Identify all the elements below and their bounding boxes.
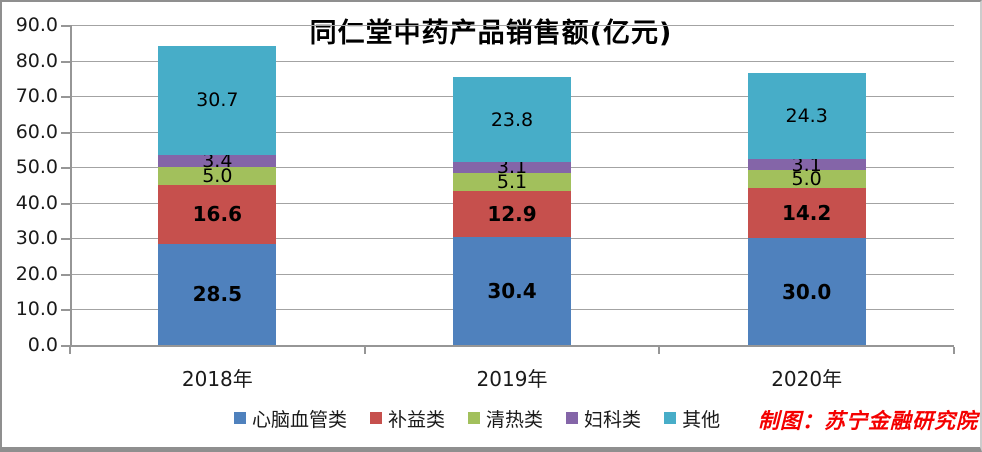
x-axis-line — [70, 345, 954, 347]
bar-value-label: 3.1 — [791, 153, 822, 176]
bar-segment — [453, 77, 571, 162]
legend-label: 补益类 — [388, 408, 446, 431]
bar-value-label: 28.5 — [192, 282, 242, 307]
legend-label: 其他 — [682, 408, 721, 431]
x-category-label: 2020年 — [771, 367, 843, 391]
bar-segment — [747, 187, 866, 239]
y-tick-label: 50.0 — [15, 156, 58, 179]
legend-label: 心脑血管类 — [252, 408, 348, 431]
bar-segment — [453, 161, 571, 173]
y-tick-label: 60.0 — [15, 120, 58, 143]
y-tick-label: 10.0 — [15, 298, 58, 321]
legend-swatch — [370, 412, 383, 424]
y-tick — [61, 273, 70, 276]
legend-label: 妇科类 — [584, 408, 642, 431]
bar-segment — [453, 172, 571, 192]
legend-item: 其他 — [664, 405, 720, 432]
y-tick — [61, 345, 70, 347]
bar-segment — [747, 238, 866, 345]
bar-value-label: 14.2 — [781, 201, 832, 226]
y-tick — [61, 60, 70, 63]
bar-value-label: 5.1 — [496, 170, 528, 193]
y-tick-label: 0.0 — [27, 334, 58, 356]
legend-item: 妇科类 — [566, 405, 641, 432]
legend-swatch — [566, 412, 579, 424]
bar-segment — [158, 45, 277, 155]
y-tick-label: 80.0 — [15, 49, 58, 72]
bar-segment — [158, 243, 277, 345]
x-category-label: 2019年 — [476, 367, 548, 391]
bar-segment — [158, 166, 277, 185]
bar-segment — [747, 159, 866, 171]
y-tick-label: 30.0 — [15, 227, 58, 250]
bar-segment — [453, 236, 571, 345]
legend: 心脑血管类 补益类 清热类 妇科类 其他 — [234, 405, 720, 431]
bar-segment — [747, 72, 866, 160]
bar-value-label: 23.8 — [490, 108, 534, 131]
chart-title: 同仁堂中药产品销售额(亿元) — [309, 18, 673, 49]
gridline — [70, 25, 954, 26]
plot-area: 28.5 16.6 5.0 3.4 30.7 30.4 12.9 5.1 3.1 23.8 30.0… — [61, 25, 955, 354]
bar-value-label: 16.6 — [192, 202, 242, 227]
y-tick-label: 70.0 — [15, 85, 58, 108]
bar-segment — [453, 191, 571, 237]
bar-value-label: 5.0 — [791, 167, 822, 190]
y-tick — [61, 167, 70, 170]
y-tick — [61, 202, 70, 205]
bar-value-label: 3.4 — [202, 149, 233, 172]
bar-value-label: 30.7 — [196, 89, 239, 112]
y-tick — [61, 131, 70, 134]
bar-segment — [158, 184, 277, 244]
legend-swatch — [468, 412, 481, 424]
y-tick — [61, 96, 70, 99]
y-tick-label: 90.0 — [15, 14, 58, 36]
bar-value-label: 30.0 — [781, 279, 832, 304]
x-tick — [953, 347, 955, 354]
bar-value-label: 24.3 — [785, 104, 828, 127]
y-tick — [61, 309, 70, 312]
x-category-label: 2018年 — [181, 367, 253, 391]
bar-value-label: 12.9 — [487, 201, 537, 226]
legend-item: 心脑血管类 — [234, 405, 347, 432]
bar-segment — [747, 170, 866, 188]
legend-item: 清热类 — [468, 405, 543, 432]
y-axis-line — [70, 25, 72, 345]
x-tick — [363, 347, 366, 354]
legend-swatch — [234, 412, 246, 424]
y-tick — [61, 238, 70, 241]
y-tick-label: 40.0 — [15, 191, 58, 214]
x-tick — [69, 347, 71, 354]
x-tick — [658, 347, 661, 354]
watermark: 制图：苏宁金融研究院 — [758, 409, 978, 433]
legend-swatch — [664, 412, 677, 424]
y-tick — [61, 25, 70, 27]
y-tick-label: 20.0 — [15, 262, 58, 285]
bar-value-label: 3.1 — [496, 156, 528, 179]
bar-value-label: 5.0 — [202, 164, 233, 187]
legend-label: 清热类 — [486, 408, 544, 431]
legend-item: 补益类 — [370, 405, 445, 432]
bar-value-label: 30.4 — [487, 278, 537, 303]
bar-segment — [158, 154, 277, 167]
gridline — [70, 60, 954, 62]
